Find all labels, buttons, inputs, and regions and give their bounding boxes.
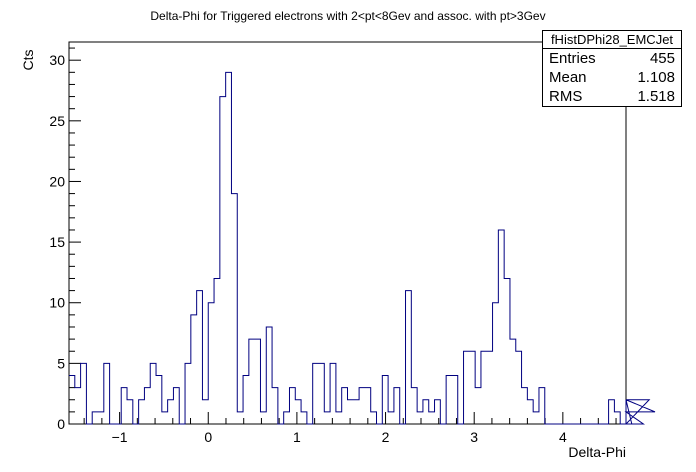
stats-row-entries: Entries 455 [543, 49, 681, 68]
x-tick-label: −1 [112, 429, 128, 445]
stats-rms-value: 1.518 [637, 88, 675, 105]
histogram-line [69, 71, 656, 425]
x-tick-label: 0 [204, 429, 212, 445]
chart-title: Delta-Phi for Triggered electrons with 2… [150, 9, 545, 23]
stats-mean-value: 1.108 [637, 69, 675, 86]
y-tick-label: 15 [49, 234, 65, 250]
x-axis-label: Delta-Phi [568, 444, 626, 460]
y-tick-label: 10 [49, 295, 65, 311]
stats-row-mean: Mean 1.108 [543, 68, 681, 87]
stats-entries-value: 455 [649, 50, 675, 67]
stats-mean-label: Mean [549, 69, 587, 86]
y-tick-label: 20 [49, 173, 65, 189]
x-tick-label: 4 [559, 429, 567, 445]
x-axis: −1 0 1 2 3 4 [83, 412, 617, 445]
stats-entries-label: Entries [549, 50, 596, 67]
y-axis-label: Cts [20, 50, 36, 71]
x-tick-label: 2 [382, 429, 390, 445]
stats-rms-label: RMS [549, 88, 583, 105]
stats-title: fHistDPhi28_EMCJet [543, 31, 681, 49]
stats-row-rms: RMS 1.518 [543, 87, 681, 106]
x-tick-label: 3 [470, 429, 478, 445]
y-tick-label: 0 [57, 416, 65, 432]
y-axis: 0 5 10 15 20 25 30 [49, 47, 81, 432]
plot-frame [68, 41, 627, 425]
y-tick-label: 25 [49, 113, 65, 129]
y-tick-label: 5 [57, 355, 65, 371]
x-tick-label: 1 [293, 429, 301, 445]
y-tick-label: 30 [49, 52, 65, 68]
stats-box: fHistDPhi28_EMCJet Entries 455 Mean 1.10… [542, 30, 682, 107]
